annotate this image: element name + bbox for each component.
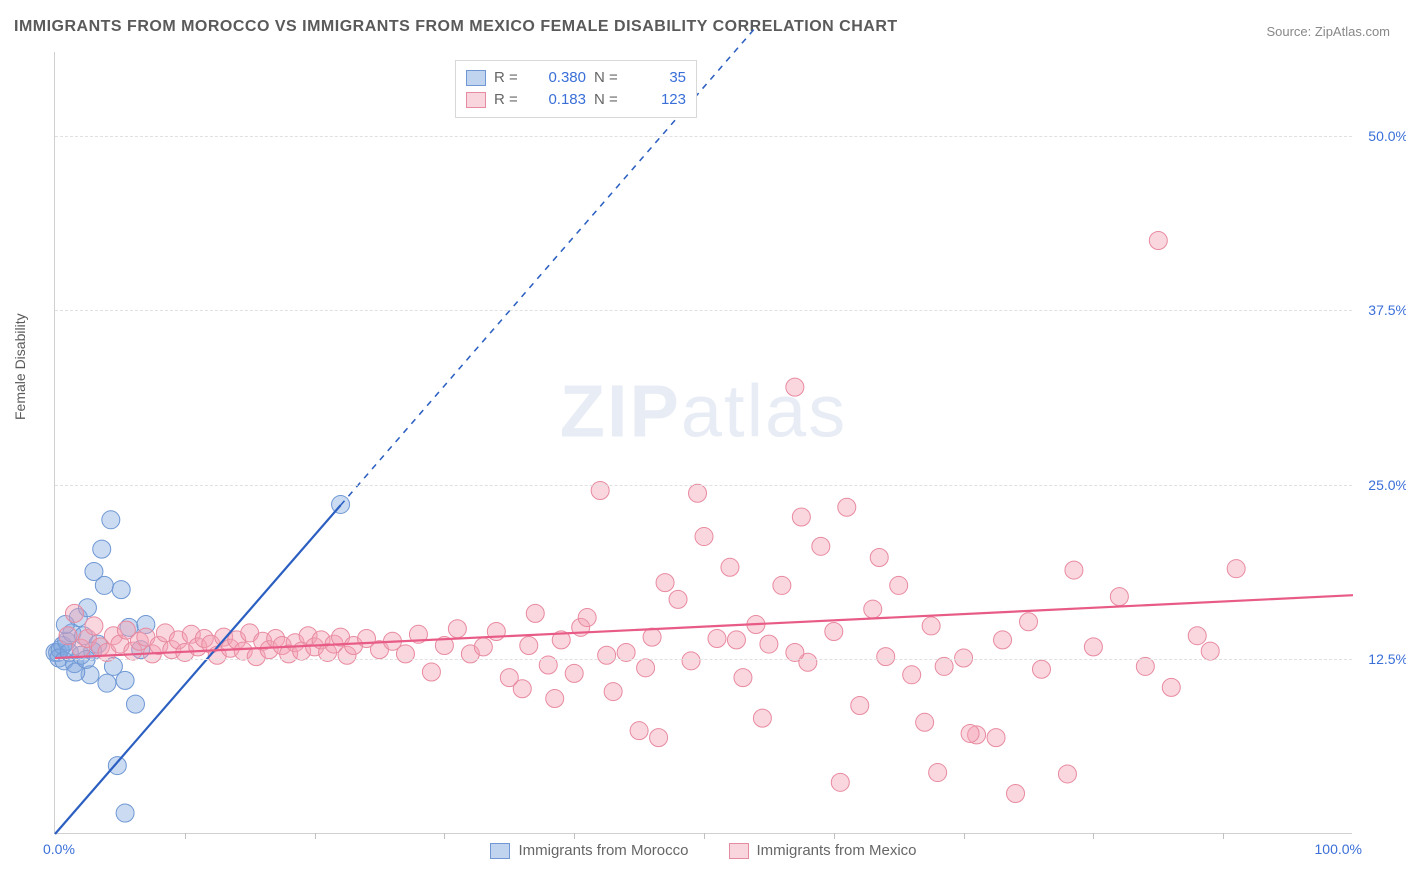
x-max-label: 100.0% xyxy=(1315,841,1362,857)
chart-area: ZIPatlas R = 0.380 N = 35 R = 0.183 N = … xyxy=(54,52,1352,834)
x-min-label: 0.0% xyxy=(43,841,75,857)
swatch-icon xyxy=(466,92,486,108)
plot-svg xyxy=(55,52,1352,833)
chart-title: IMMIGRANTS FROM MOROCCO VS IMMIGRANTS FR… xyxy=(14,18,898,36)
legend-item-mexico: Immigrants from Mexico xyxy=(729,842,917,859)
source-label: Source: ZipAtlas.com xyxy=(1266,24,1390,39)
legend-item-morocco: Immigrants from Morocco xyxy=(490,842,688,859)
y-axis-label: Female Disability xyxy=(12,313,28,420)
correlation-legend: R = 0.380 N = 35 R = 0.183 N = 123 xyxy=(455,60,697,118)
legend-row-mexico: R = 0.183 N = 123 xyxy=(466,89,686,111)
swatch-icon xyxy=(729,843,749,859)
swatch-icon xyxy=(466,70,486,86)
swatch-icon xyxy=(490,843,510,859)
series-legend: Immigrants from Morocco Immigrants from … xyxy=(55,842,1352,859)
legend-row-morocco: R = 0.380 N = 35 xyxy=(466,67,686,89)
